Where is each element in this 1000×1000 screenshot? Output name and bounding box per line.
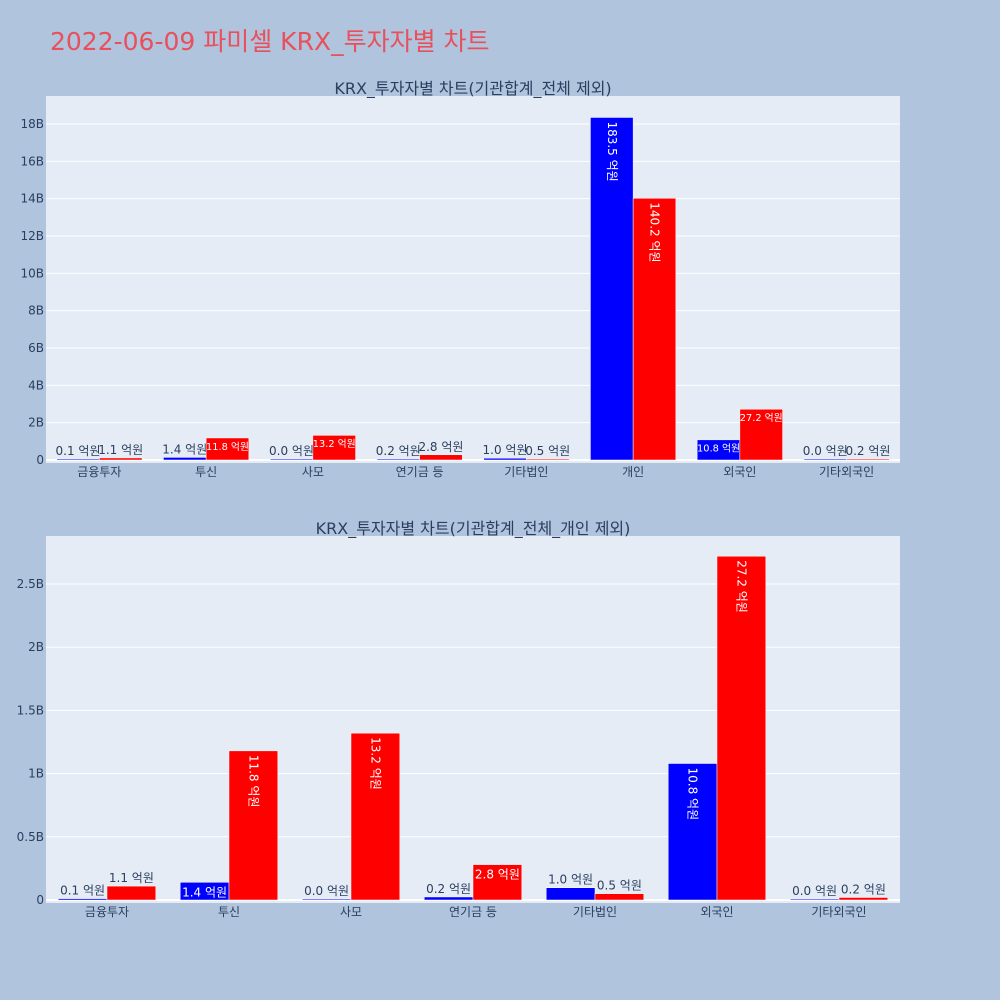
sell-bar bbox=[716, 555, 767, 901]
sell-bar bbox=[594, 893, 645, 901]
y-tick-label: 2B bbox=[28, 640, 44, 654]
sell-bar bbox=[838, 897, 889, 901]
buy-bar bbox=[545, 887, 596, 901]
data-label: 0.0 억원 bbox=[792, 884, 837, 898]
data-label: 0.2 억원 bbox=[426, 882, 471, 896]
plot-area-2 bbox=[46, 536, 900, 903]
x-tick-label: 외국인 bbox=[700, 905, 733, 919]
y-tick-label: 4B bbox=[28, 378, 44, 392]
data-label: 0.2 억원 bbox=[845, 444, 890, 458]
data-label: 1.0 억원 bbox=[483, 443, 528, 457]
x-tick-label: 외국인 bbox=[723, 465, 756, 479]
data-label: 27.2 억원 bbox=[740, 412, 783, 424]
data-label: 0.5 억원 bbox=[597, 879, 642, 893]
buy-bar bbox=[57, 898, 108, 901]
sell-bar bbox=[106, 885, 157, 901]
main-title: 2022-06-09 파미셀 KRX_투자자별 차트 bbox=[50, 27, 490, 56]
buy-bar bbox=[667, 763, 718, 901]
data-label: 2.8 억원 bbox=[475, 868, 520, 882]
x-tick-label: 투신 bbox=[195, 465, 217, 479]
y-tick-label: 0 bbox=[36, 453, 44, 467]
data-label: 0.1 억원 bbox=[56, 444, 101, 458]
sell-bar bbox=[312, 435, 356, 461]
y-tick-label: 10B bbox=[20, 266, 44, 280]
data-label: 0.0 억원 bbox=[803, 444, 848, 458]
data-label: 2.8 억원 bbox=[418, 440, 463, 454]
x-tick-label: 금융투자 bbox=[77, 465, 121, 479]
data-label: 0.1 억원 bbox=[60, 884, 105, 898]
data-label: 0.0 억원 bbox=[304, 884, 349, 898]
data-label: 1.1 억원 bbox=[109, 871, 154, 885]
sell-bar bbox=[846, 458, 890, 461]
x-tick-label: 기타법인 bbox=[504, 465, 548, 479]
data-label: 13.2 억원 bbox=[368, 737, 382, 790]
x-tick-label: 기타외국인 bbox=[819, 465, 874, 479]
x-tick-label: 개인 bbox=[622, 465, 644, 479]
data-label: 10.8 억원 bbox=[686, 768, 700, 821]
buy-bar bbox=[590, 117, 634, 461]
sell-bar bbox=[419, 454, 463, 461]
sell-bar bbox=[472, 864, 523, 901]
y-tick-label: 1.5B bbox=[17, 703, 44, 717]
y-tick-label: 2B bbox=[28, 416, 44, 430]
buy-bar bbox=[163, 457, 207, 461]
buy-bar bbox=[423, 896, 474, 901]
sell-bar bbox=[526, 458, 570, 461]
sell-bar bbox=[739, 408, 783, 461]
sell-bar bbox=[99, 457, 143, 461]
data-label: 10.8 억원 bbox=[697, 443, 740, 455]
y-tick-label: 6B bbox=[28, 341, 44, 355]
data-label: 0.2 억원 bbox=[376, 444, 421, 458]
data-label: 27.2 억원 bbox=[734, 560, 748, 613]
buy-bar bbox=[269, 458, 314, 461]
plot-area-1 bbox=[46, 96, 900, 463]
buy-bar bbox=[56, 458, 100, 461]
buy-bar bbox=[301, 898, 352, 901]
data-label: 183.5 억원 bbox=[605, 121, 619, 181]
data-label: 140.2 억원 bbox=[647, 202, 661, 262]
data-label: 13.2 억원 bbox=[313, 438, 356, 450]
buy-bar bbox=[376, 458, 420, 461]
x-tick-label: 기타법인 bbox=[573, 905, 617, 919]
y-tick-label: 2.5B bbox=[17, 577, 44, 591]
sell-bar bbox=[632, 198, 677, 461]
x-tick-label: 연기금 등 bbox=[449, 905, 497, 919]
buy-bar bbox=[483, 457, 527, 461]
data-label: 1.4 억원 bbox=[182, 885, 227, 899]
data-label: 0.2 억원 bbox=[841, 882, 886, 896]
y-tick-label: 0 bbox=[36, 893, 44, 907]
x-tick-label: 기타외국인 bbox=[811, 905, 866, 919]
chart-title-2: KRX_투자자별 차트(기관합계_전체_개인 제외) bbox=[316, 519, 631, 539]
data-label: 0.5 억원 bbox=[525, 444, 570, 458]
y-tick-label: 18B bbox=[20, 117, 44, 131]
x-tick-label: 금융투자 bbox=[85, 905, 129, 919]
y-tick-label: 16B bbox=[20, 154, 44, 168]
chart-title-1: KRX_투자자별 차트(기관합계_전체 제외) bbox=[334, 79, 611, 99]
y-tick-label: 1B bbox=[28, 767, 44, 781]
y-tick-label: 0.5B bbox=[17, 830, 44, 844]
x-tick-label: 연기금 등 bbox=[396, 465, 444, 479]
data-label: 11.8 억원 bbox=[246, 755, 260, 808]
data-label: 1.4 억원 bbox=[162, 442, 207, 456]
data-label: 1.1 억원 bbox=[98, 443, 143, 457]
sell-bar bbox=[205, 437, 250, 461]
y-tick-label: 12B bbox=[20, 229, 44, 243]
x-tick-label: 사모 bbox=[302, 465, 324, 479]
y-tick-label: 8B bbox=[28, 304, 44, 318]
buy-bar bbox=[803, 458, 847, 461]
sell-bar bbox=[350, 732, 401, 901]
buy-bar bbox=[789, 898, 840, 901]
x-tick-label: 사모 bbox=[340, 905, 362, 919]
data-label: 0.0 억원 bbox=[269, 444, 314, 458]
x-tick-label: 투신 bbox=[218, 905, 240, 919]
y-tick-label: 14B bbox=[20, 192, 44, 206]
sell-bar bbox=[228, 750, 279, 901]
data-label: 1.0 억원 bbox=[548, 873, 593, 887]
data-label: 11.8 억원 bbox=[206, 441, 249, 453]
